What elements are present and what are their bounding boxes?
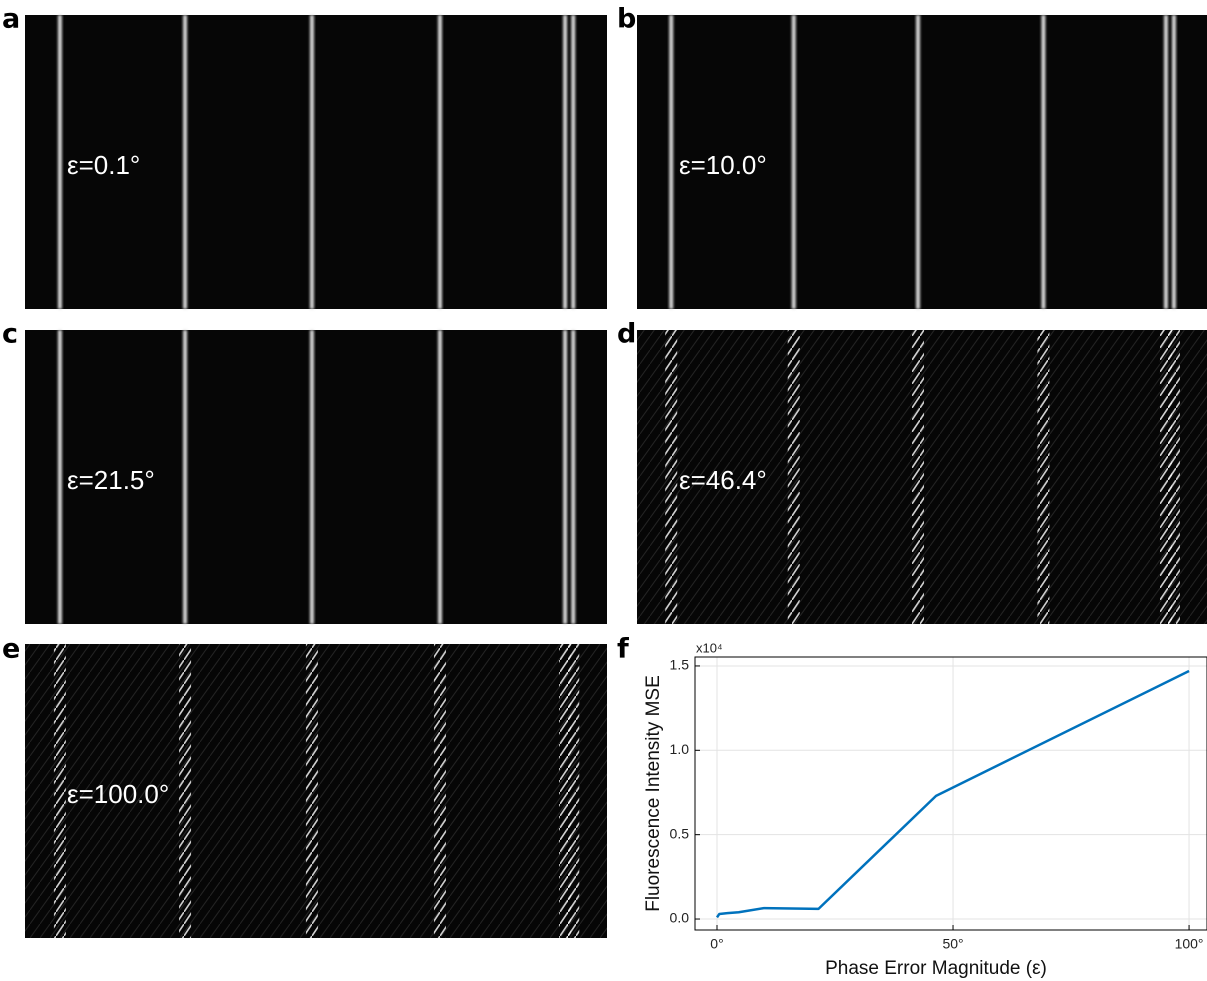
y-tick-label: 0.0 <box>670 910 690 926</box>
fluorescent-stripe <box>183 15 188 309</box>
fluorescent-stripe <box>563 15 568 309</box>
image-panel <box>637 15 1207 309</box>
fluorescent-stripe <box>437 15 442 309</box>
fluorescent-stripe <box>179 644 192 938</box>
y-tick-label: 0.5 <box>670 825 690 841</box>
y-tick-label: 1.5 <box>670 657 690 673</box>
fluorescent-stripe <box>912 330 925 624</box>
fluorescent-stripe <box>309 15 314 309</box>
fluorescent-stripe <box>57 15 62 309</box>
annotation: ε=21.5° <box>67 465 155 495</box>
panel-background <box>637 15 1207 309</box>
fluorescent-stripe <box>916 15 921 309</box>
fluorescent-stripe <box>571 15 576 309</box>
axes-frame <box>694 656 1207 931</box>
fluorescent-stripe <box>1041 15 1046 309</box>
fluorescent-stripe <box>309 330 314 624</box>
image-panel <box>25 15 607 309</box>
y-multiplier: x10⁴ <box>696 640 723 655</box>
fluorescent-stripe <box>563 330 568 624</box>
panel-label: e <box>2 634 20 665</box>
fluorescent-stripe <box>1037 330 1050 624</box>
fluorescent-stripe <box>183 330 188 624</box>
panel-label: d <box>617 319 636 350</box>
fluorescent-stripe <box>787 330 800 624</box>
fluorescent-stripe <box>669 15 674 309</box>
panel-background <box>25 330 607 624</box>
annotation: ε=10.0° <box>679 150 767 180</box>
fluorescent-stripe <box>433 644 446 938</box>
image-panel <box>25 330 607 624</box>
fluorescent-stripe <box>1171 15 1176 309</box>
panel-label: b <box>617 4 636 35</box>
y-tick-label: 1.0 <box>670 741 690 757</box>
panel-background <box>25 15 607 309</box>
fluorescent-stripe <box>1163 15 1168 309</box>
plot-area <box>695 657 1207 930</box>
fluorescent-stripe <box>53 644 66 938</box>
fluorescent-stripe <box>57 330 62 624</box>
fluorescent-stripe <box>665 330 678 624</box>
x-tick-label: 50° <box>942 936 963 952</box>
fluorescent-stripe <box>791 15 796 309</box>
data-line <box>715 669 1190 919</box>
fluorescent-stripe <box>567 644 580 938</box>
fluorescent-stripe <box>437 330 442 624</box>
y-axis-label: Fluorescence Intensity MSE <box>643 675 664 912</box>
annotation: ε=46.4° <box>679 465 767 495</box>
x-axis-label: Phase Error Magnitude (ε) <box>825 958 1047 979</box>
fluorescent-stripe <box>305 644 318 938</box>
panel-label: a <box>2 4 20 35</box>
panel-label: c <box>2 319 18 350</box>
annotation: ε=100.0° <box>67 779 169 809</box>
panel-label: f <box>617 634 629 665</box>
image-panel <box>25 644 607 938</box>
fluorescent-stripe <box>571 330 576 624</box>
x-tick-label: 0° <box>710 936 723 952</box>
x-tick-label: 100° <box>1175 936 1204 952</box>
annotation: ε=0.1° <box>67 150 140 180</box>
image-panel <box>637 330 1207 624</box>
fluorescent-stripe <box>1167 330 1180 624</box>
